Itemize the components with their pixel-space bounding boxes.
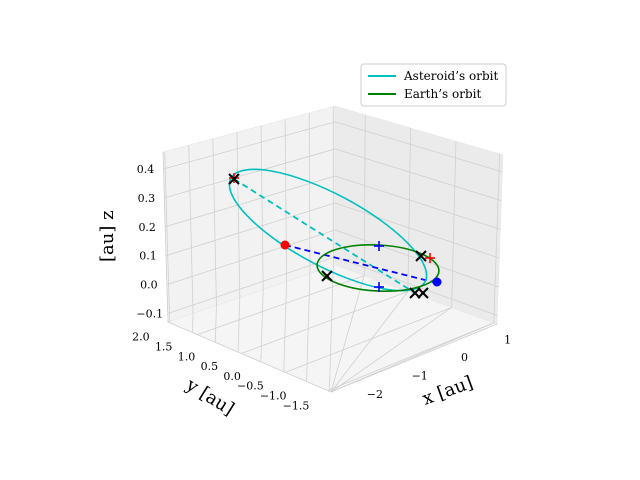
grid-line-y — [212, 138, 217, 306]
grid-line-z — [334, 229, 499, 288]
grid-line-y — [164, 151, 171, 322]
y-tick-label: −1.0 — [260, 390, 287, 403]
y-tick-label: −1.5 — [283, 399, 310, 412]
grid-line-y — [192, 313, 194, 333]
grid-lines — [162, 106, 503, 393]
grid-line-y — [188, 145, 194, 314]
cross-markers — [228, 173, 429, 299]
legend-label-asteroid: Asteroid’s orbit — [403, 69, 498, 83]
blue-point-marker — [432, 277, 442, 287]
grid-line-y — [283, 281, 287, 372]
z-tick-label: 0.1 — [139, 250, 157, 263]
grid-line-x-floor — [241, 291, 409, 354]
x-tick-label: 0 — [461, 351, 468, 364]
grid-line-z — [334, 202, 500, 259]
grid-line-x — [330, 307, 452, 393]
z-tick-label: 0.3 — [138, 192, 156, 205]
x-tick-label: −1 — [412, 369, 428, 382]
x-tick-label: 1 — [504, 333, 511, 346]
grid-line-y — [308, 112, 311, 274]
y-tick-label: 2.0 — [132, 331, 150, 344]
red-point-marker — [280, 240, 290, 250]
grid-line-z — [163, 121, 336, 170]
axis-ticks: 0.40.30.20.10.0−0.12.01.51.00.50.0−0.5−1… — [132, 163, 511, 412]
grid-line-z — [334, 175, 501, 230]
z-tick-label: 0.2 — [138, 221, 156, 234]
y-tick-label: 1.0 — [178, 350, 196, 363]
grid-line-x — [451, 141, 457, 308]
legend-box — [360, 63, 507, 107]
axis-edge — [330, 323, 498, 393]
grid-line-x — [363, 114, 366, 276]
node-dashed-line — [284, 244, 438, 284]
grid-line-y — [260, 289, 264, 362]
axis-edge — [167, 321, 332, 393]
grid-line-z — [334, 121, 503, 173]
y-tick-label: 0.5 — [201, 360, 219, 373]
y-tick-label: −0.5 — [237, 380, 264, 393]
z-tick-label: −0.1 — [136, 308, 163, 321]
grid-line-z — [334, 148, 502, 202]
x-tick-label: −2 — [367, 388, 383, 401]
axis-edge — [162, 151, 169, 323]
grid-line-z — [167, 256, 336, 314]
grid-line-z — [165, 175, 336, 228]
z-tick-label: 0.0 — [140, 279, 158, 292]
grid-line-x-floor — [197, 275, 365, 335]
grid-line-y — [237, 297, 241, 353]
grid-line-z — [166, 229, 336, 285]
z-tick-label: 0.4 — [137, 163, 155, 176]
x-axis-label: x [au] — [420, 372, 476, 410]
grid-line-x-floor — [285, 307, 452, 373]
grid-line-y — [236, 132, 241, 298]
grid-line-x — [330, 291, 409, 393]
y-tick-label: 1.5 — [155, 341, 173, 354]
y-tick-label: 0.0 — [223, 370, 241, 383]
legend: Asteroid’s orbit Earth’s orbit — [360, 63, 507, 107]
z-axis-label: [au] z — [97, 210, 118, 262]
grid-line-x — [330, 275, 365, 393]
grid-line-x-floor — [327, 322, 494, 391]
grid-line-y — [284, 119, 287, 282]
legend-label-earth: Earth’s orbit — [404, 87, 481, 101]
grid-line-y — [214, 305, 217, 343]
blue-plus-marker — [374, 241, 384, 292]
grid-line-z — [334, 256, 498, 316]
grid-line-z — [164, 148, 336, 199]
grid-line-x — [407, 128, 411, 292]
grid-line-x — [493, 154, 501, 323]
grid-line-z — [165, 202, 336, 257]
asteroid-dashed-line — [233, 178, 416, 294]
grid-line-y — [260, 125, 264, 290]
